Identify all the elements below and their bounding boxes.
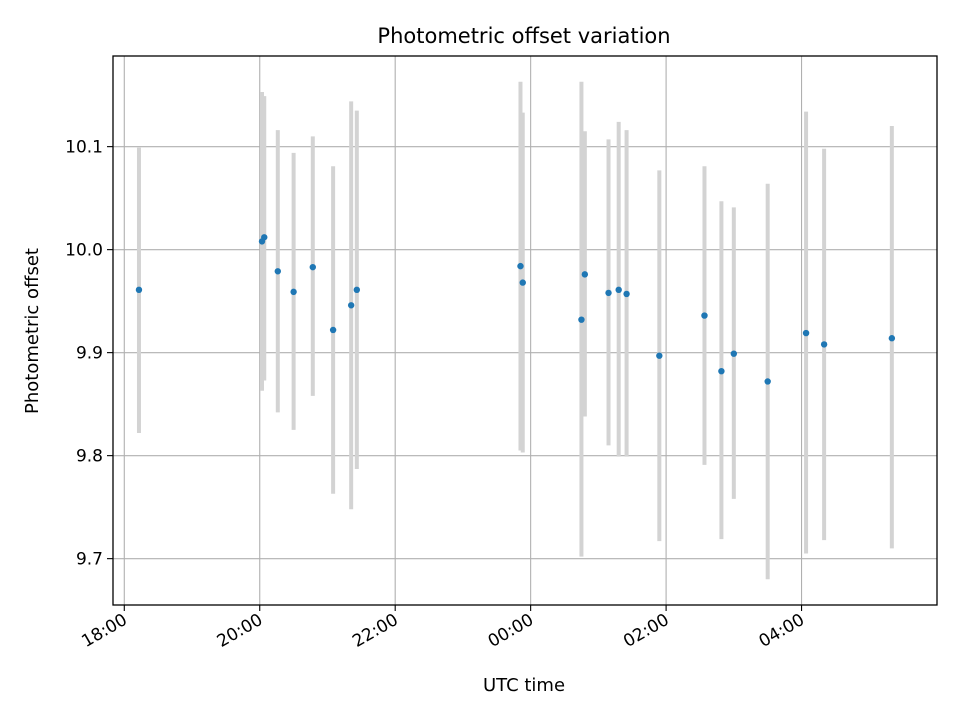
y-tick-label: 10.0: [65, 241, 103, 261]
data-point: [623, 290, 630, 298]
data-point: [730, 350, 738, 357]
data-point: [578, 316, 585, 323]
y-tick-label: 10.1: [65, 138, 103, 158]
data-point: [615, 286, 622, 294]
data-point: [656, 352, 663, 359]
y-tick-label: 9.9: [76, 344, 103, 364]
data-point: [261, 234, 268, 241]
grid: [113, 56, 937, 605]
data-point: [519, 279, 526, 286]
data-point: [353, 286, 361, 294]
data-point: [135, 286, 143, 294]
data-point: [701, 312, 708, 319]
x-axis-title: UTC time: [483, 675, 565, 696]
chart-title: Photometric offset variation: [377, 24, 670, 48]
data-point: [888, 335, 896, 342]
data-point: [309, 263, 316, 271]
data-point: [274, 268, 281, 275]
data-point: [605, 289, 612, 297]
data-point: [329, 326, 337, 334]
data-point: [718, 367, 725, 375]
data-point: [764, 378, 771, 385]
plot-frame: [112, 55, 938, 606]
y-tick-label: 9.8: [76, 447, 103, 467]
data-point: [290, 288, 297, 296]
y-axis: 9.7 9.8 9.9 10.0 10.1: [65, 138, 113, 570]
y-axis-title: Photometric offset: [22, 248, 43, 414]
data-point: [820, 341, 828, 348]
data-point: [517, 262, 524, 270]
data-point: [802, 329, 810, 337]
data-point: [347, 302, 355, 309]
data-point: [581, 271, 589, 278]
y-tick-label: 9.7: [76, 550, 103, 570]
data-points: [135, 234, 896, 385]
